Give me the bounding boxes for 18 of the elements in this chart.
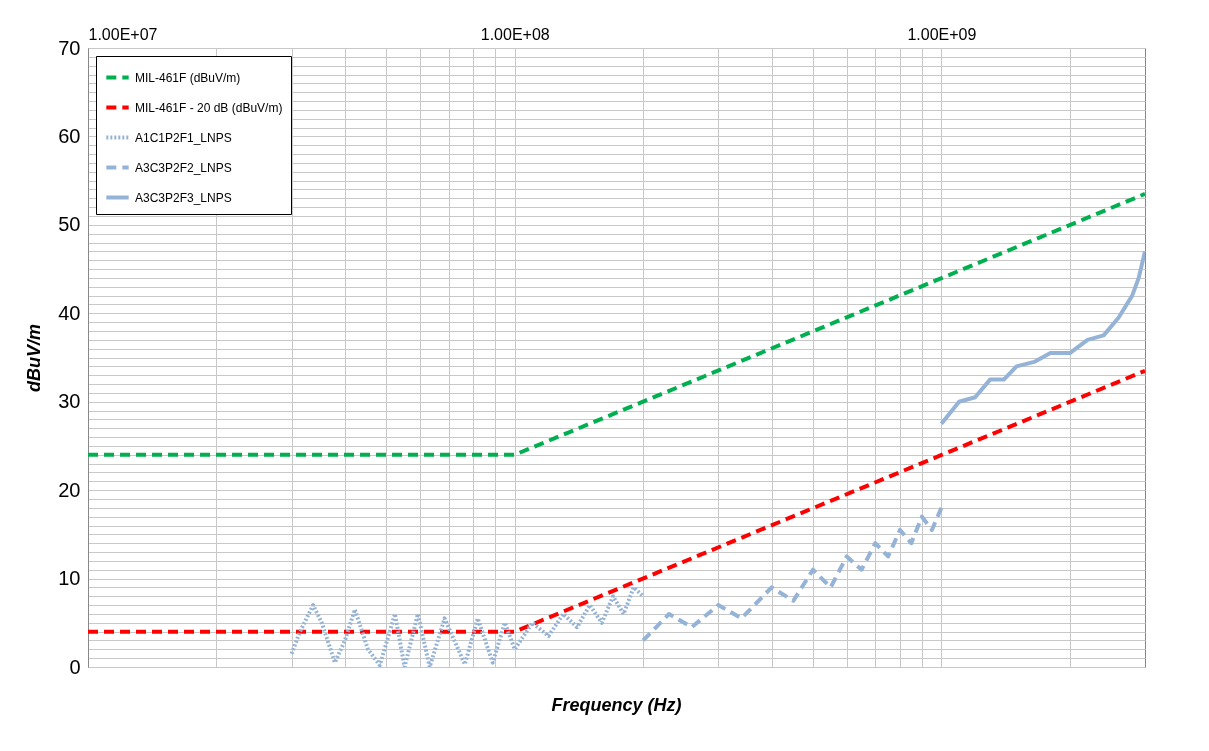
y-tick-label: 60 xyxy=(58,124,81,147)
legend-label: A3C3P2F2_LNPS xyxy=(135,160,232,175)
legend-label: A1C1P2F1_LNPS xyxy=(135,130,232,145)
y-axis-title: dBuV/m xyxy=(24,323,45,393)
x-tick-label: 1.00E+09 xyxy=(907,25,977,43)
y-tick-label: 30 xyxy=(58,390,81,413)
legend-label: A3C3P2F3_LNPS xyxy=(135,190,232,205)
y-tick-label: 40 xyxy=(58,301,81,324)
legend-label: MIL-461F - 20 dB (dBuV/m) xyxy=(135,100,283,115)
x-tick-label: 1.00E+08 xyxy=(480,25,550,43)
legend-label: MIL-461F (dBuV/m) xyxy=(135,70,241,85)
y-tick-label: 10 xyxy=(58,567,81,590)
y-tick-label: 70 xyxy=(58,36,81,59)
y-tick-label: 0 xyxy=(69,655,81,678)
x-tick-label: 1.00E+07 xyxy=(88,25,158,43)
y-tick-label: 20 xyxy=(58,478,81,501)
x-axis-title: Frequency (Hz) xyxy=(551,695,682,715)
y-tick-label: 50 xyxy=(58,213,81,236)
